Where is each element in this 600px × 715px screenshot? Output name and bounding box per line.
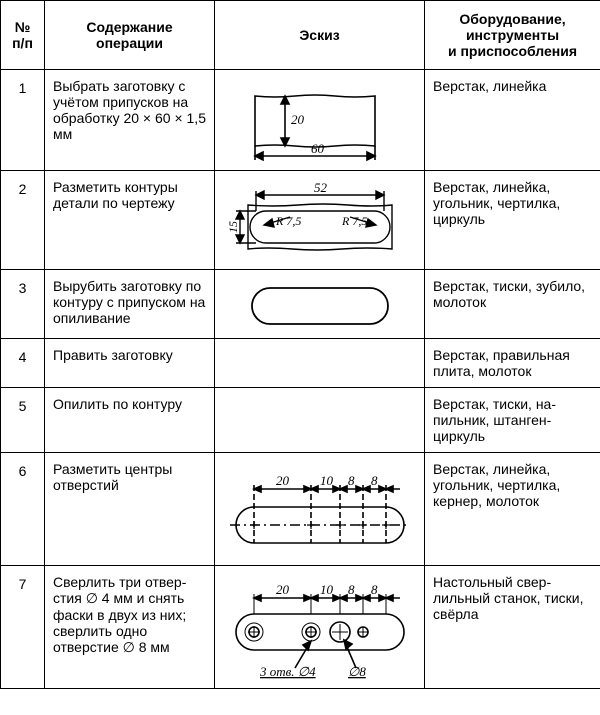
header-operation: Содержаниеоперации xyxy=(45,1,215,70)
svg-text:8: 8 xyxy=(348,473,355,488)
cell-operation: Вырубить заготов­ку по контуру с припуск… xyxy=(45,270,215,339)
table-row: 2 Разметить контуры детали по чертежу xyxy=(1,171,600,270)
cell-sketch: 20 10 8 8 3 отв. ∅4 ∅8 xyxy=(215,566,425,689)
cell-sketch xyxy=(215,270,425,339)
table-row: 6 Разметить центры отверстий xyxy=(1,453,600,566)
svg-text:8: 8 xyxy=(371,582,378,597)
table-row: 1 Выбрать заготовку с учётом припусков н… xyxy=(1,70,600,171)
svg-text:R 7,5: R 7,5 xyxy=(275,214,301,228)
svg-text:∅8: ∅8 xyxy=(348,664,366,679)
svg-text:8: 8 xyxy=(348,582,355,597)
cell-num: 6 xyxy=(1,453,45,566)
svg-text:52: 52 xyxy=(314,180,328,195)
svg-text:8: 8 xyxy=(371,473,378,488)
svg-text:R 7,5: R 7,5 xyxy=(341,214,367,228)
cell-equipment: Верстак, линейка xyxy=(425,70,600,171)
svg-text:10: 10 xyxy=(320,582,334,597)
cell-sketch: 20 60 xyxy=(215,70,425,171)
cell-num: 1 xyxy=(1,70,45,171)
svg-text:15: 15 xyxy=(226,221,240,233)
cell-operation: Выбрать заготовку с учётом припусков на … xyxy=(45,70,215,171)
svg-text:20: 20 xyxy=(276,473,290,488)
cell-equipment: Верстак, тиски, зубило, молоток xyxy=(425,270,600,339)
cell-operation: Сверлить три отвер­стия ∅ 4 мм и снять ф… xyxy=(45,566,215,689)
cell-operation: Разметить центры отверстий xyxy=(45,453,215,566)
cell-equipment: Верстак, линейка, угольник, чертил­ка, ц… xyxy=(425,171,600,270)
svg-text:20: 20 xyxy=(291,112,305,127)
operations-table: №п/п Содержаниеоперации Эскиз Оборудован… xyxy=(0,0,600,689)
cell-sketch xyxy=(215,388,425,453)
sketch-centers: 20 10 8 8 xyxy=(220,459,420,559)
table-row: 5 Опилить по контуру Верстак, тиски, на­… xyxy=(1,388,600,453)
cell-equipment: Верстак, линейка, угольник, чертил­ка, к… xyxy=(425,453,600,566)
cell-sketch: 52 15 R 7,5 R 7,5 xyxy=(215,171,425,270)
sketch-blank-rect: 20 60 xyxy=(225,76,415,164)
svg-text:3 отв. ∅4: 3 отв. ∅4 xyxy=(259,664,316,679)
table-row: 7 Сверлить три отвер­стия ∅ 4 мм и снять… xyxy=(1,566,600,689)
svg-text:60: 60 xyxy=(311,141,325,156)
cell-operation: Править заготовку xyxy=(45,339,215,388)
header-equipment: Оборудование,инструментыи приспособления xyxy=(425,1,600,70)
cell-equipment: Верстак, тиски, на­пильник, штанген­цирк… xyxy=(425,388,600,453)
cell-operation: Разметить контуры детали по чертежу xyxy=(45,171,215,270)
svg-text:10: 10 xyxy=(320,473,334,488)
header-row: №п/п Содержаниеоперации Эскиз Оборудован… xyxy=(1,1,600,70)
cell-sketch xyxy=(215,339,425,388)
sketch-drilled: 20 10 8 8 3 отв. ∅4 ∅8 xyxy=(220,572,420,682)
header-num: №п/п xyxy=(1,1,45,70)
cell-sketch: 20 10 8 8 xyxy=(215,453,425,566)
table-row: 3 Вырубить заготов­ку по контуру с припу… xyxy=(1,270,600,339)
cell-num: 3 xyxy=(1,270,45,339)
sketch-marked-blank: 52 15 R 7,5 R 7,5 xyxy=(220,177,420,263)
table-row: 4 Править заготовку Верстак, правиль­ная… xyxy=(1,339,600,388)
cell-num: 5 xyxy=(1,388,45,453)
sketch-stadium-outline xyxy=(230,276,410,332)
cell-equipment: Настольный свер­лильный станок, тиски, с… xyxy=(425,566,600,689)
header-sketch: Эскиз xyxy=(215,1,425,70)
cell-num: 2 xyxy=(1,171,45,270)
svg-text:20: 20 xyxy=(276,582,290,597)
cell-operation: Опилить по контуру xyxy=(45,388,215,453)
cell-num: 4 xyxy=(1,339,45,388)
cell-equipment: Верстак, правиль­ная плита, молоток xyxy=(425,339,600,388)
cell-num: 7 xyxy=(1,566,45,689)
